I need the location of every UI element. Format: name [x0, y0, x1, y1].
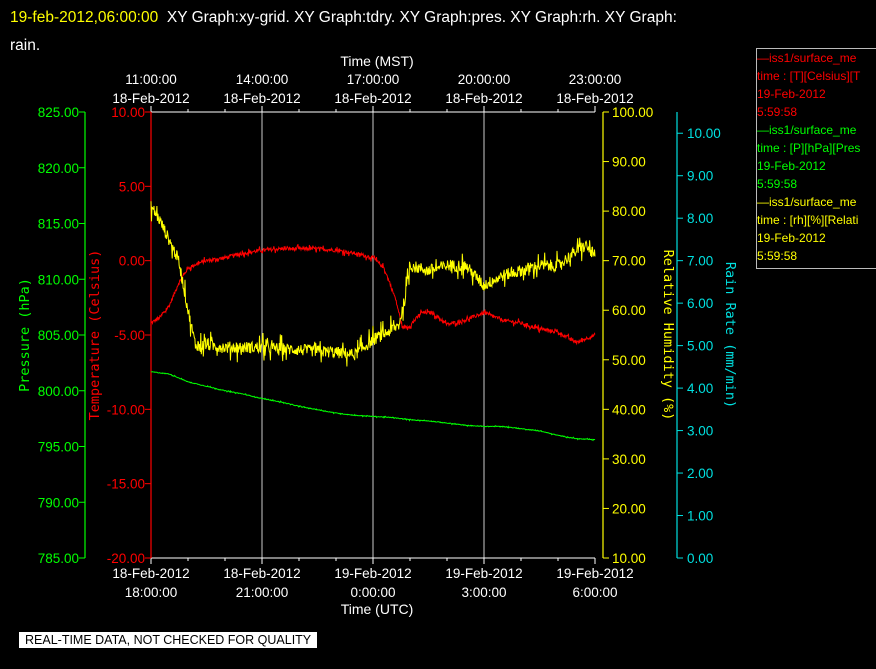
- pressure-tick-label: 800.00: [38, 384, 79, 399]
- legend-entry-name: —iss1/surface_me: [757, 51, 857, 65]
- top-tick-label-date: 18-Feb-2012: [556, 91, 633, 106]
- top-tick-label-time: 17:00:00: [347, 72, 400, 87]
- rain-tick-label: 7.00: [687, 254, 713, 269]
- bottom-tick-label-time: 3:00:00: [461, 585, 506, 600]
- rain-tick-label: 1.00: [687, 509, 713, 524]
- humidity-tick-label: 60.00: [612, 303, 646, 318]
- rain-tick-label: 5.00: [687, 339, 713, 354]
- top-tick-label-time: 14:00:00: [236, 72, 289, 87]
- rain-tick-label: 4.00: [687, 381, 713, 396]
- bottom-tick-label-time: 6:00:00: [572, 585, 617, 600]
- humidity-tick-label: 80.00: [612, 204, 646, 219]
- top-tick-label-date: 18-Feb-2012: [112, 91, 189, 106]
- top-tick-label-date: 18-Feb-2012: [445, 91, 522, 106]
- temperature-tick-label: -10.00: [107, 402, 145, 417]
- top-axis-title: Time (MST): [340, 53, 413, 69]
- legend-entry-time: 5:59:58: [757, 249, 798, 263]
- pressure-tick-label: 790.00: [38, 495, 79, 510]
- series-line-relative-humidity: [150, 201, 596, 367]
- humidity-tick-label: 100.00: [612, 105, 653, 120]
- humidity-tick-label: 10.00: [612, 551, 646, 566]
- bottom-tick-label-time: 0:00:00: [350, 585, 395, 600]
- bottom-axis-title: Time (UTC): [341, 601, 414, 617]
- humidity-tick-label: 50.00: [612, 353, 646, 368]
- legend-entry-units: time : [rh][%][Relati: [757, 213, 859, 227]
- header-graph-list: XY Graph:xy-grid. XY Graph:tdry. XY Grap…: [166, 9, 677, 26]
- temperature-tick-label: 5.00: [119, 179, 145, 194]
- top-tick-label-date: 18-Feb-2012: [223, 91, 300, 106]
- bottom-tick-label-time: 18:00:00: [125, 585, 178, 600]
- pressure-tick-label: 785.00: [38, 551, 79, 566]
- rain-tick-label: 8.00: [687, 211, 713, 226]
- bottom-tick-label-date: 19-Feb-2012: [445, 566, 522, 581]
- pressure-tick-label: 820.00: [38, 161, 79, 176]
- bottom-tick-label-date: 19-Feb-2012: [556, 566, 633, 581]
- pressure-tick-label: 805.00: [38, 328, 79, 343]
- temperature-tick-label: 10.00: [111, 105, 145, 120]
- rain-tick-label: 3.00: [687, 424, 713, 439]
- humidity-tick-label: 90.00: [612, 155, 646, 170]
- legend-entry-date: 19-Feb-2012: [757, 231, 826, 245]
- rain-tick-label: 2.00: [687, 466, 713, 481]
- bottom-tick-label-time: 21:00:00: [236, 585, 289, 600]
- rain-tick-label: 9.00: [687, 169, 713, 184]
- bottom-tick-label-date: 18-Feb-2012: [112, 566, 189, 581]
- rain-tick-label: 10.00: [687, 126, 721, 141]
- humidity-axis-title: Relative Humidity (%): [660, 250, 676, 421]
- temperature-tick-label: -15.00: [107, 477, 145, 492]
- rain-tick-label: 0.00: [687, 551, 713, 566]
- rain-tick-label: 6.00: [687, 296, 713, 311]
- legend-entry-units: time : [T][Celsius][T: [757, 69, 861, 83]
- pressure-tick-label: 815.00: [38, 217, 79, 232]
- series-line-temperature: [150, 243, 596, 346]
- humidity-tick-label: 30.00: [612, 452, 646, 467]
- legend-entry-time: 5:59:58: [757, 177, 798, 191]
- legend-entry-date: 19-Feb-2012: [757, 87, 826, 101]
- humidity-tick-label: 20.00: [612, 501, 646, 516]
- top-tick-label-time: 23:00:00: [569, 72, 622, 87]
- bottom-tick-label-date: 19-Feb-2012: [334, 566, 411, 581]
- legend-entry-date: 19-Feb-2012: [757, 159, 826, 173]
- legend-entry-time: 5:59:58: [757, 105, 798, 119]
- graph-header: 19-feb-2012,06:00:00 XY Graph:xy-grid. X…: [10, 4, 850, 60]
- legend-panel: —iss1/surface_me time : [T][Celsius][T 19-…: [756, 48, 876, 269]
- pressure-tick-label: 795.00: [38, 440, 79, 455]
- top-tick-label-date: 18-Feb-2012: [334, 91, 411, 106]
- temperature-tick-label: -20.00: [107, 551, 145, 566]
- header-timestamp: 19-feb-2012,06:00:00: [10, 9, 159, 26]
- temperature-axis-title: Temperature (Celsius): [87, 250, 103, 421]
- legend-entry-name: —iss1/surface_me: [757, 195, 857, 209]
- humidity-tick-label: 40.00: [612, 402, 646, 417]
- legend-entry-name: —iss1/surface_me: [757, 123, 857, 137]
- temperature-tick-label: -5.00: [114, 328, 145, 343]
- bottom-tick-label-date: 18-Feb-2012: [223, 566, 300, 581]
- pressure-tick-label: 825.00: [38, 105, 79, 120]
- top-tick-label-time: 20:00:00: [458, 72, 511, 87]
- temperature-tick-label: 0.00: [119, 254, 145, 269]
- series-line-pressure: [150, 371, 596, 442]
- top-tick-label-time: 11:00:00: [125, 72, 177, 87]
- pressure-axis-title: Pressure (hPa): [17, 278, 33, 392]
- header-graph-list-wrap: rain.: [10, 37, 41, 54]
- quality-note: REAL-TIME DATA, NOT CHECKED FOR QUALITY: [19, 632, 318, 648]
- pressure-tick-label: 810.00: [38, 272, 79, 287]
- rain-axis-title: Rain Rate (mm/min): [722, 262, 738, 408]
- legend-entry-units: time : [P][hPa][Pres: [757, 141, 861, 155]
- humidity-tick-label: 70.00: [612, 254, 646, 269]
